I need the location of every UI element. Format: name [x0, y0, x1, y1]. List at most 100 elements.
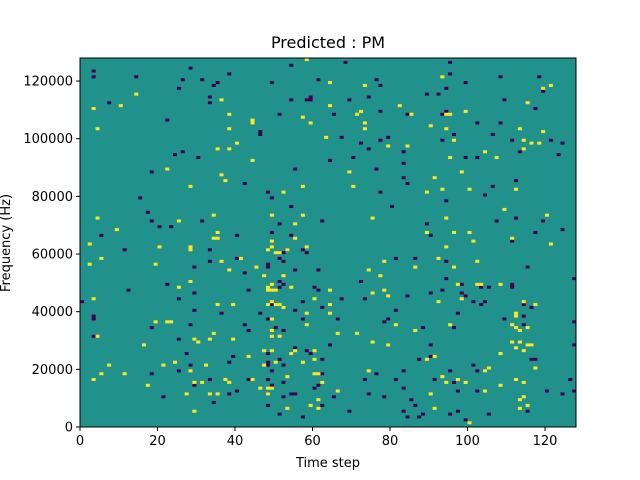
heatmap-cell-low [149, 219, 154, 223]
heatmap-cell-low [560, 141, 565, 145]
heatmap-cell-low [417, 415, 422, 419]
plot-area [79, 57, 577, 428]
heatmap-cell-high [227, 127, 232, 131]
heatmap-cell-high [514, 311, 519, 315]
heatmap-cell-low [266, 262, 271, 266]
heatmap-cell-high [533, 366, 538, 370]
heatmap-cell-high [281, 305, 286, 309]
heatmap-cell-high [335, 389, 340, 393]
plot-frame [79, 57, 577, 428]
heatmap-cell-low [176, 337, 181, 341]
heatmap-cell-high [262, 274, 267, 278]
heatmap-cell-low [405, 112, 410, 116]
heatmap-cell-high [370, 291, 375, 295]
heatmap-cell-high [223, 377, 228, 382]
heatmap-cell-low [180, 78, 185, 82]
y-tick-label: 40000 [32, 305, 73, 320]
heatmap-cell-low [316, 383, 321, 387]
heatmap-cell-high [238, 256, 243, 260]
heatmap-cell-high [269, 386, 274, 390]
heatmap-cell-high [153, 262, 158, 266]
heatmap-cell-high [366, 268, 371, 272]
heatmap-cell-high [211, 213, 216, 217]
heatmap-cell-low [165, 118, 170, 122]
heatmap-cell-low [300, 415, 305, 419]
heatmap-cell-high [359, 109, 364, 113]
heatmap-cell-low [227, 392, 232, 396]
heatmap-cell-high [316, 372, 321, 376]
y-tick-label: 20000 [32, 363, 73, 378]
heatmap-cell-high [521, 138, 526, 142]
heatmap-cell-low [541, 219, 546, 223]
heatmap-cell-low [246, 288, 251, 292]
heatmap-cell-low [401, 150, 406, 154]
heatmap-cell-high [448, 323, 453, 327]
heatmap-cell-high [250, 158, 255, 162]
heatmap-cell-high [475, 282, 480, 286]
heatmap-cell-low [502, 98, 507, 102]
heatmap-cell-low [176, 369, 181, 373]
heatmap-cell-high [316, 406, 321, 410]
heatmap-cell-high [153, 320, 158, 324]
heatmap-cell-high [192, 409, 197, 413]
heatmap-cell-low [176, 297, 181, 301]
heatmap-cell-high [525, 403, 530, 407]
heatmap-cell-high [200, 380, 205, 384]
heatmap-cell-high [510, 340, 515, 344]
heatmap-cell-low [374, 78, 379, 82]
heatmap-cell-low [378, 83, 383, 87]
heatmap-cell-low [207, 248, 212, 252]
heatmap-cell-low [502, 317, 507, 321]
heatmap-cell-low [378, 138, 383, 142]
heatmap-cell-high [525, 343, 530, 347]
heatmap-cell-low [293, 268, 298, 272]
heatmap-cell-low [339, 135, 344, 139]
heatmap-cell-high [494, 156, 499, 160]
heatmap-cell-low [452, 326, 457, 330]
heatmap-cell-low [409, 398, 414, 402]
heatmap-cell-low [362, 297, 367, 301]
heatmap-cell-low [529, 357, 534, 361]
heatmap-cell-low [266, 317, 271, 321]
heatmap-cell-high [386, 144, 391, 148]
heatmap-cell-low [91, 75, 96, 79]
heatmap-cell-high [227, 268, 232, 272]
heatmap-cell-low [378, 109, 383, 113]
heatmap-cell-low [165, 282, 170, 286]
heatmap-cell-high [231, 303, 236, 307]
heatmap-cell-low [455, 409, 460, 413]
heatmap-cell-low [176, 86, 181, 90]
heatmap-cell-high [300, 184, 305, 188]
heatmap-cell-low [483, 300, 488, 304]
heatmap-cell-low [572, 277, 577, 281]
heatmap-cell-high [467, 187, 472, 191]
heatmap-cell-low [413, 256, 418, 260]
heatmap-cell-low [328, 343, 333, 347]
heatmap-cell-high [413, 328, 418, 333]
heatmap-cell-low [378, 190, 383, 194]
heatmap-cell-low [149, 372, 154, 376]
heatmap-cell-low [405, 415, 410, 419]
heatmap-cell-low [289, 392, 294, 396]
heatmap-cell-high [188, 184, 193, 188]
heatmap-cell-low [91, 69, 96, 73]
heatmap-cell-high [188, 369, 193, 373]
heatmap-cell-low [452, 380, 457, 384]
heatmap-cell-low [192, 291, 197, 295]
heatmap-cell-low [235, 233, 240, 237]
heatmap-cell-low [316, 268, 321, 272]
heatmap-cell-high [463, 380, 468, 384]
heatmap-cell-low [281, 395, 286, 399]
heatmap-cell-low [304, 349, 309, 353]
heatmap-cell-low [560, 392, 565, 396]
heatmap-cell-high [424, 230, 429, 234]
heatmap-cell-high [134, 92, 139, 96]
heatmap-cell-high [281, 274, 286, 278]
heatmap-cell-low [173, 153, 178, 157]
heatmap-cell-high [277, 251, 282, 255]
heatmap-cell-low [269, 81, 274, 85]
heatmap-cell-high [269, 245, 274, 249]
heatmap-cell-low [266, 403, 271, 407]
heatmap-cell-high [269, 213, 274, 217]
heatmap-cell-high [196, 340, 201, 344]
